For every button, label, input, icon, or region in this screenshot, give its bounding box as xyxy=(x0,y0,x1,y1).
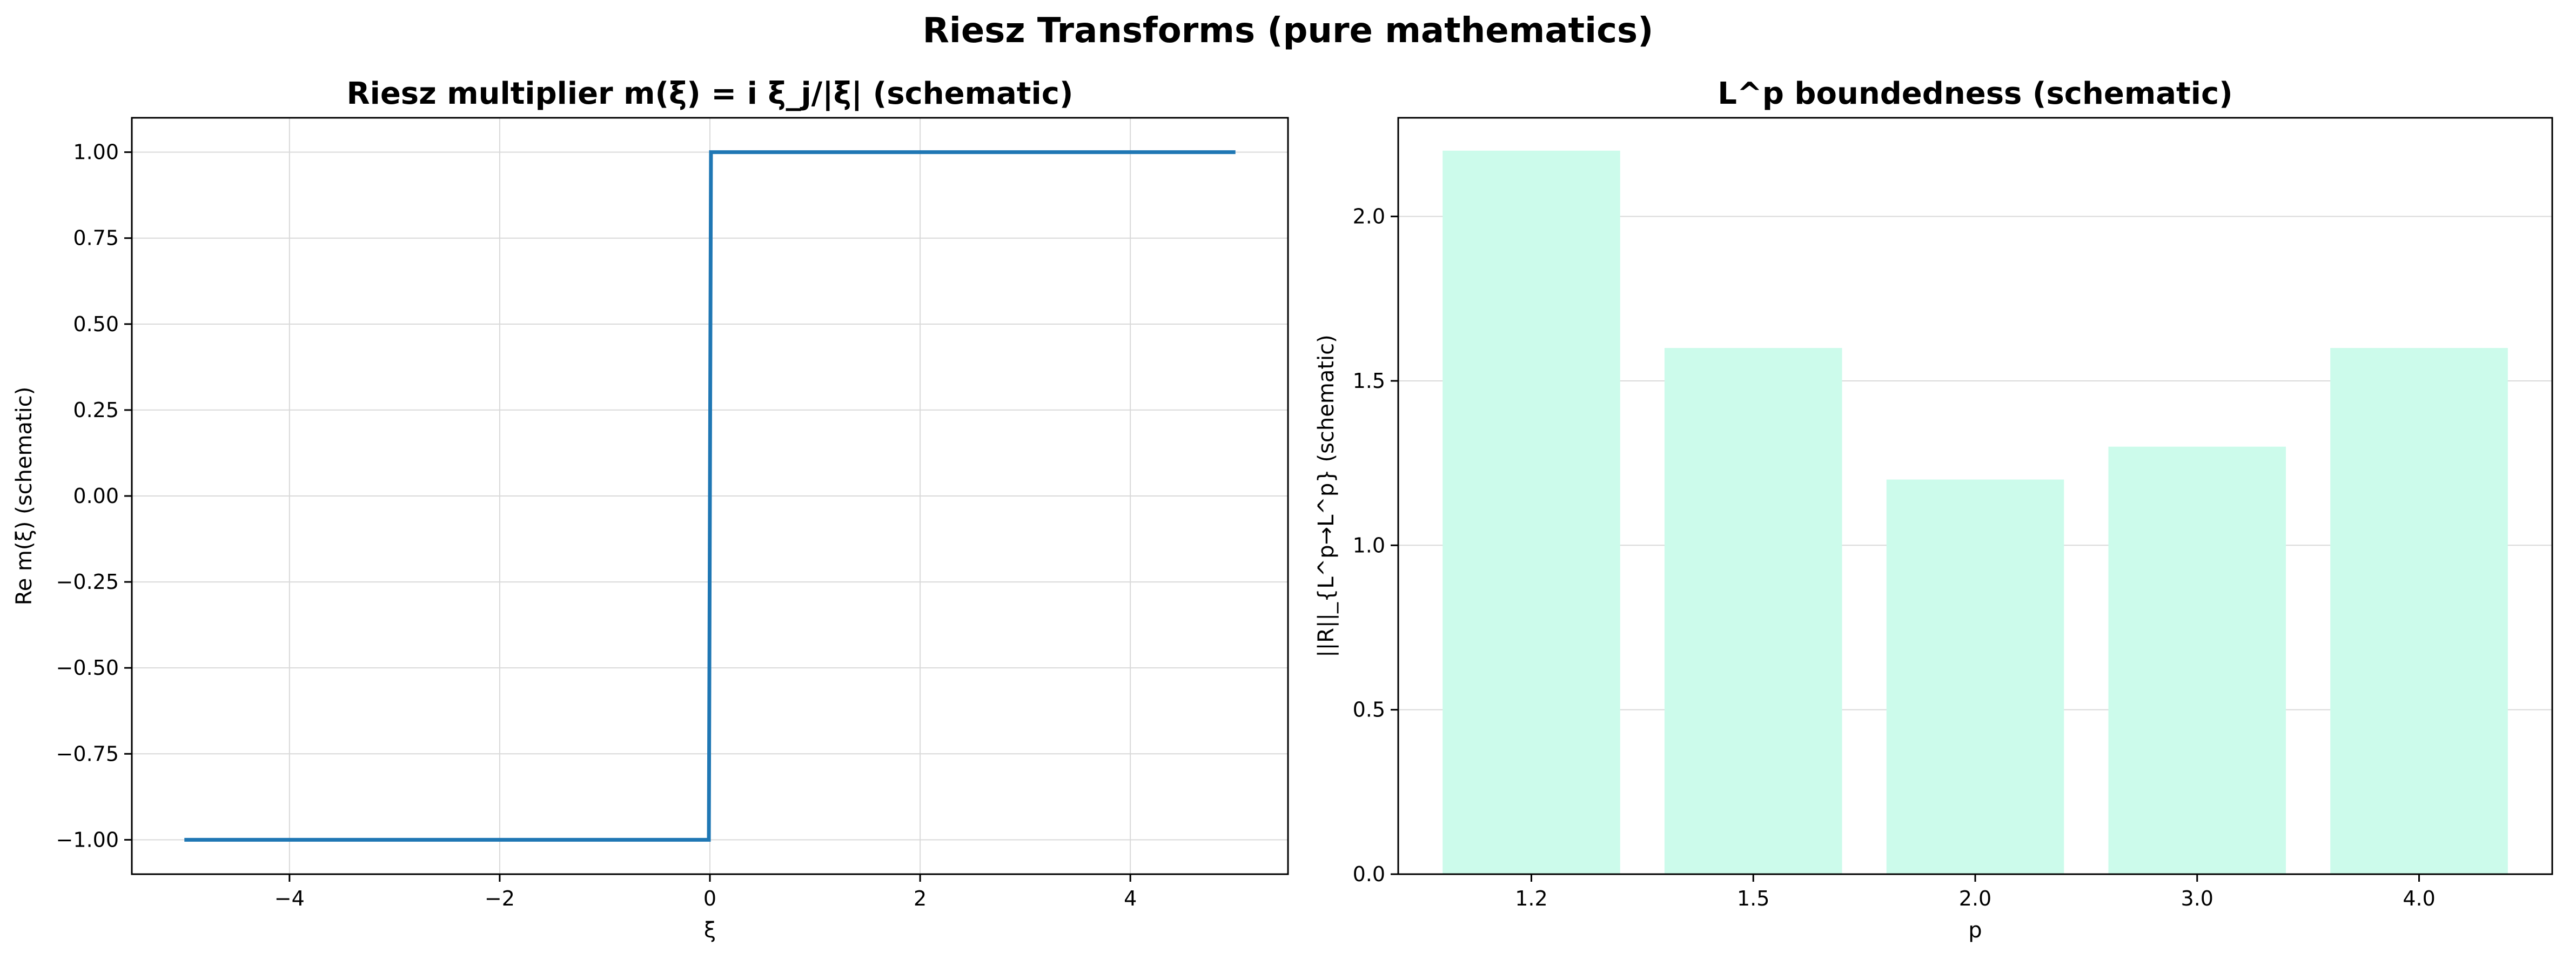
bar-chart-y-tick-label: 0.0 xyxy=(1353,862,1385,886)
bar-chart-bar xyxy=(1664,348,1842,874)
line-chart-x-tick-label: 0 xyxy=(703,887,716,910)
line-chart-y-tick-label: −0.75 xyxy=(56,742,119,766)
bar-chart-x-tick-label: 1.2 xyxy=(1515,887,1547,910)
bar-chart-x-tick-label: 1.5 xyxy=(1737,887,1769,910)
line-chart-y-ticks: −1.00 −0.75 −0.50 −0.25 0.00 0.25 0.50 0.75 1.00 xyxy=(56,140,132,851)
bar-chart-panel: L^p boundedness (schematic) 1.2 1.5 2.0 3.0… xyxy=(1314,76,2553,943)
line-chart-series-line xyxy=(184,150,1236,842)
line-chart-y-tick-label: −0.50 xyxy=(56,656,119,680)
bar-chart-x-ticks: 1.2 1.5 2.0 3.0 4.0 xyxy=(1515,874,2436,910)
line-chart-x-axis-label: ξ xyxy=(704,918,716,943)
bar-chart-bar xyxy=(1443,150,1620,874)
line-chart-y-tick-label: 0.00 xyxy=(73,484,119,508)
bar-chart-bar xyxy=(2108,446,2286,874)
bar-chart-x-tick-label: 3.0 xyxy=(2181,887,2213,910)
figure-suptitle: Riesz Transforms (pure mathematics) xyxy=(923,11,1654,51)
bar-chart-y-ticks: 0.0 0.5 1.0 1.5 2.0 xyxy=(1353,205,1398,886)
bar-chart-bars-layer xyxy=(1443,150,2508,874)
bar-chart-y-axis-label: ||R||_{L^p→L^p} (schematic) xyxy=(1314,334,1339,657)
line-chart-y-tick-label: −0.25 xyxy=(56,570,119,594)
line-chart-y-tick-label: 0.50 xyxy=(73,312,119,336)
bar-chart-x-tick-label: 4.0 xyxy=(2403,887,2435,910)
line-chart-x-tick-label: −4 xyxy=(274,887,305,910)
bar-chart-bar xyxy=(2330,348,2508,874)
bar-chart-y-tick-label: 0.5 xyxy=(1353,698,1385,722)
bar-chart-y-tick-label: 1.0 xyxy=(1353,533,1385,557)
line-chart-y-axis-label: Re m(ξ) (schematic) xyxy=(12,387,37,606)
bar-chart-y-tick-label: 2.0 xyxy=(1353,205,1385,229)
line-chart-x-tick-label: 4 xyxy=(1124,887,1137,910)
bar-chart-y-tick-label: 1.5 xyxy=(1353,369,1385,393)
line-chart-x-tick-label: −2 xyxy=(485,887,515,910)
bar-chart-bar xyxy=(1886,479,2064,874)
line-chart-x-ticks: −4 −2 0 2 4 xyxy=(274,874,1137,910)
line-chart-series-layer xyxy=(184,150,1236,842)
line-chart-y-tick-label: −1.00 xyxy=(56,828,119,851)
bar-chart-title: L^p boundedness (schematic) xyxy=(1718,76,2233,111)
line-chart-y-tick-label: 0.75 xyxy=(73,226,119,250)
line-chart-y-tick-label: 0.25 xyxy=(73,398,119,422)
line-chart-x-tick-label: 2 xyxy=(914,887,927,910)
line-chart-y-tick-label: 1.00 xyxy=(73,140,119,164)
bar-chart-x-axis-label: p xyxy=(1968,918,1982,943)
line-chart-panel: Riesz multiplier m(ξ) = i ξ_j/|ξ| (schem… xyxy=(12,76,1289,943)
line-chart-title: Riesz multiplier m(ξ) = i ξ_j/|ξ| (schem… xyxy=(347,76,1074,111)
bar-chart-x-tick-label: 2.0 xyxy=(1959,887,1991,910)
